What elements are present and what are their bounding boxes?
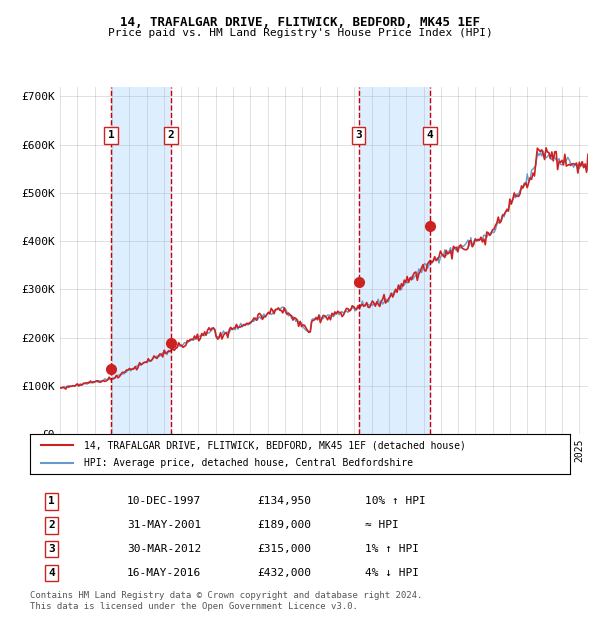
Text: £315,000: £315,000 xyxy=(257,544,311,554)
Text: 14, TRAFALGAR DRIVE, FLITWICK, BEDFORD, MK45 1EF: 14, TRAFALGAR DRIVE, FLITWICK, BEDFORD, … xyxy=(120,16,480,29)
Text: 1% ↑ HPI: 1% ↑ HPI xyxy=(365,544,419,554)
Text: 16-MAY-2016: 16-MAY-2016 xyxy=(127,568,202,578)
Text: ≈ HPI: ≈ HPI xyxy=(365,520,398,530)
Text: 30-MAR-2012: 30-MAR-2012 xyxy=(127,544,202,554)
Text: 4: 4 xyxy=(427,130,433,140)
Text: £189,000: £189,000 xyxy=(257,520,311,530)
Text: Contains HM Land Registry data © Crown copyright and database right 2024.
This d: Contains HM Land Registry data © Crown c… xyxy=(30,591,422,611)
Text: £134,950: £134,950 xyxy=(257,497,311,507)
Text: 10-DEC-1997: 10-DEC-1997 xyxy=(127,497,202,507)
Bar xyxy=(359,87,430,434)
Text: 3: 3 xyxy=(355,130,362,140)
Text: 4: 4 xyxy=(48,568,55,578)
Text: Price paid vs. HM Land Registry's House Price Index (HPI): Price paid vs. HM Land Registry's House … xyxy=(107,28,493,38)
Text: 14, TRAFALGAR DRIVE, FLITWICK, BEDFORD, MK45 1EF (detached house): 14, TRAFALGAR DRIVE, FLITWICK, BEDFORD, … xyxy=(84,440,466,450)
Text: £432,000: £432,000 xyxy=(257,568,311,578)
Text: 2: 2 xyxy=(168,130,175,140)
Text: 1: 1 xyxy=(48,497,55,507)
Text: 4% ↓ HPI: 4% ↓ HPI xyxy=(365,568,419,578)
Text: 10% ↑ HPI: 10% ↑ HPI xyxy=(365,497,425,507)
Text: 3: 3 xyxy=(48,544,55,554)
Text: 1: 1 xyxy=(107,130,114,140)
Text: 31-MAY-2001: 31-MAY-2001 xyxy=(127,520,202,530)
Text: 2: 2 xyxy=(48,520,55,530)
Text: HPI: Average price, detached house, Central Bedfordshire: HPI: Average price, detached house, Cent… xyxy=(84,458,413,468)
Bar xyxy=(111,87,171,434)
